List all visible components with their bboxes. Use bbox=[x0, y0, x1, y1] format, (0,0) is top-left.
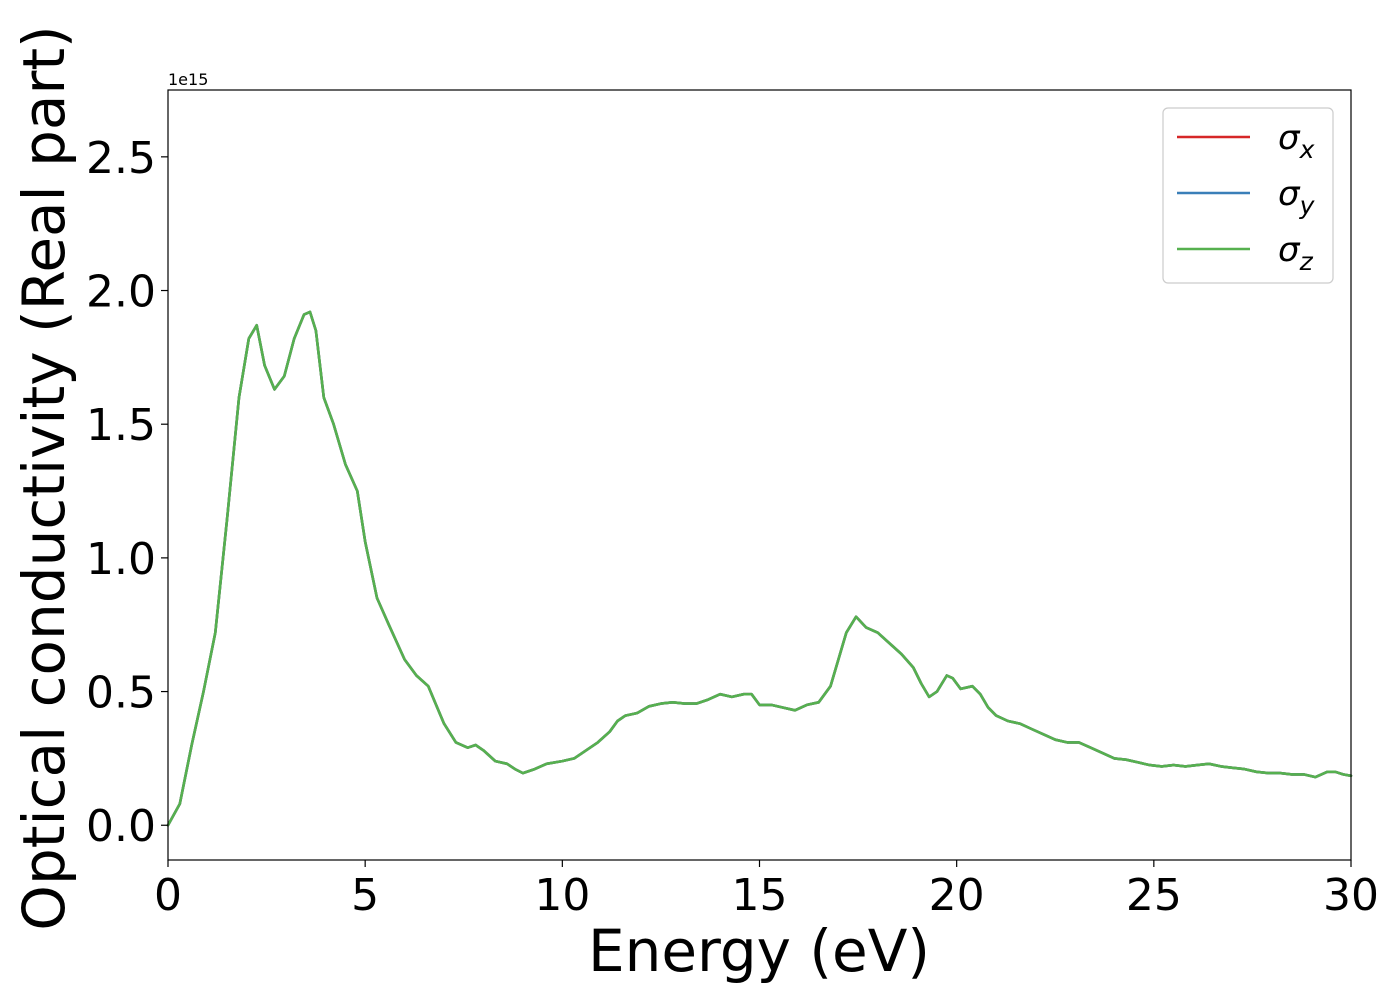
y-axis-label: Optical conductivity (Real part) bbox=[10, 25, 78, 930]
x-axis-label: Energy (eV) bbox=[588, 917, 930, 985]
y-offset-label: 1e15 bbox=[168, 70, 208, 89]
x-tick-label: 10 bbox=[534, 870, 590, 921]
y-tick-label: 2.0 bbox=[86, 267, 156, 318]
x-tick-label: 20 bbox=[929, 870, 985, 921]
y-axis-ticks: 0.0 0.5 1.0 1.5 2.0 2.5 bbox=[86, 133, 168, 852]
y-tick-label: 1.5 bbox=[86, 400, 156, 451]
x-tick-label: 25 bbox=[1126, 870, 1182, 921]
x-axis-ticks: 0 5 10 15 20 25 30 bbox=[154, 860, 1379, 921]
plot-area-background bbox=[168, 90, 1351, 860]
y-tick-label: 2.5 bbox=[86, 133, 156, 184]
y-tick-label: 0.5 bbox=[86, 668, 156, 719]
series-line-σz bbox=[166, 310, 1353, 827]
series-layer bbox=[166, 310, 1353, 827]
x-tick-label: 30 bbox=[1323, 870, 1379, 921]
legend-box bbox=[1162, 107, 1334, 284]
x-tick-label: 0 bbox=[154, 870, 182, 921]
y-tick-label: 0.0 bbox=[86, 801, 156, 852]
x-tick-label: 15 bbox=[732, 870, 788, 921]
x-tick-label: 5 bbox=[351, 870, 379, 921]
y-tick-label: 1.0 bbox=[86, 534, 156, 585]
